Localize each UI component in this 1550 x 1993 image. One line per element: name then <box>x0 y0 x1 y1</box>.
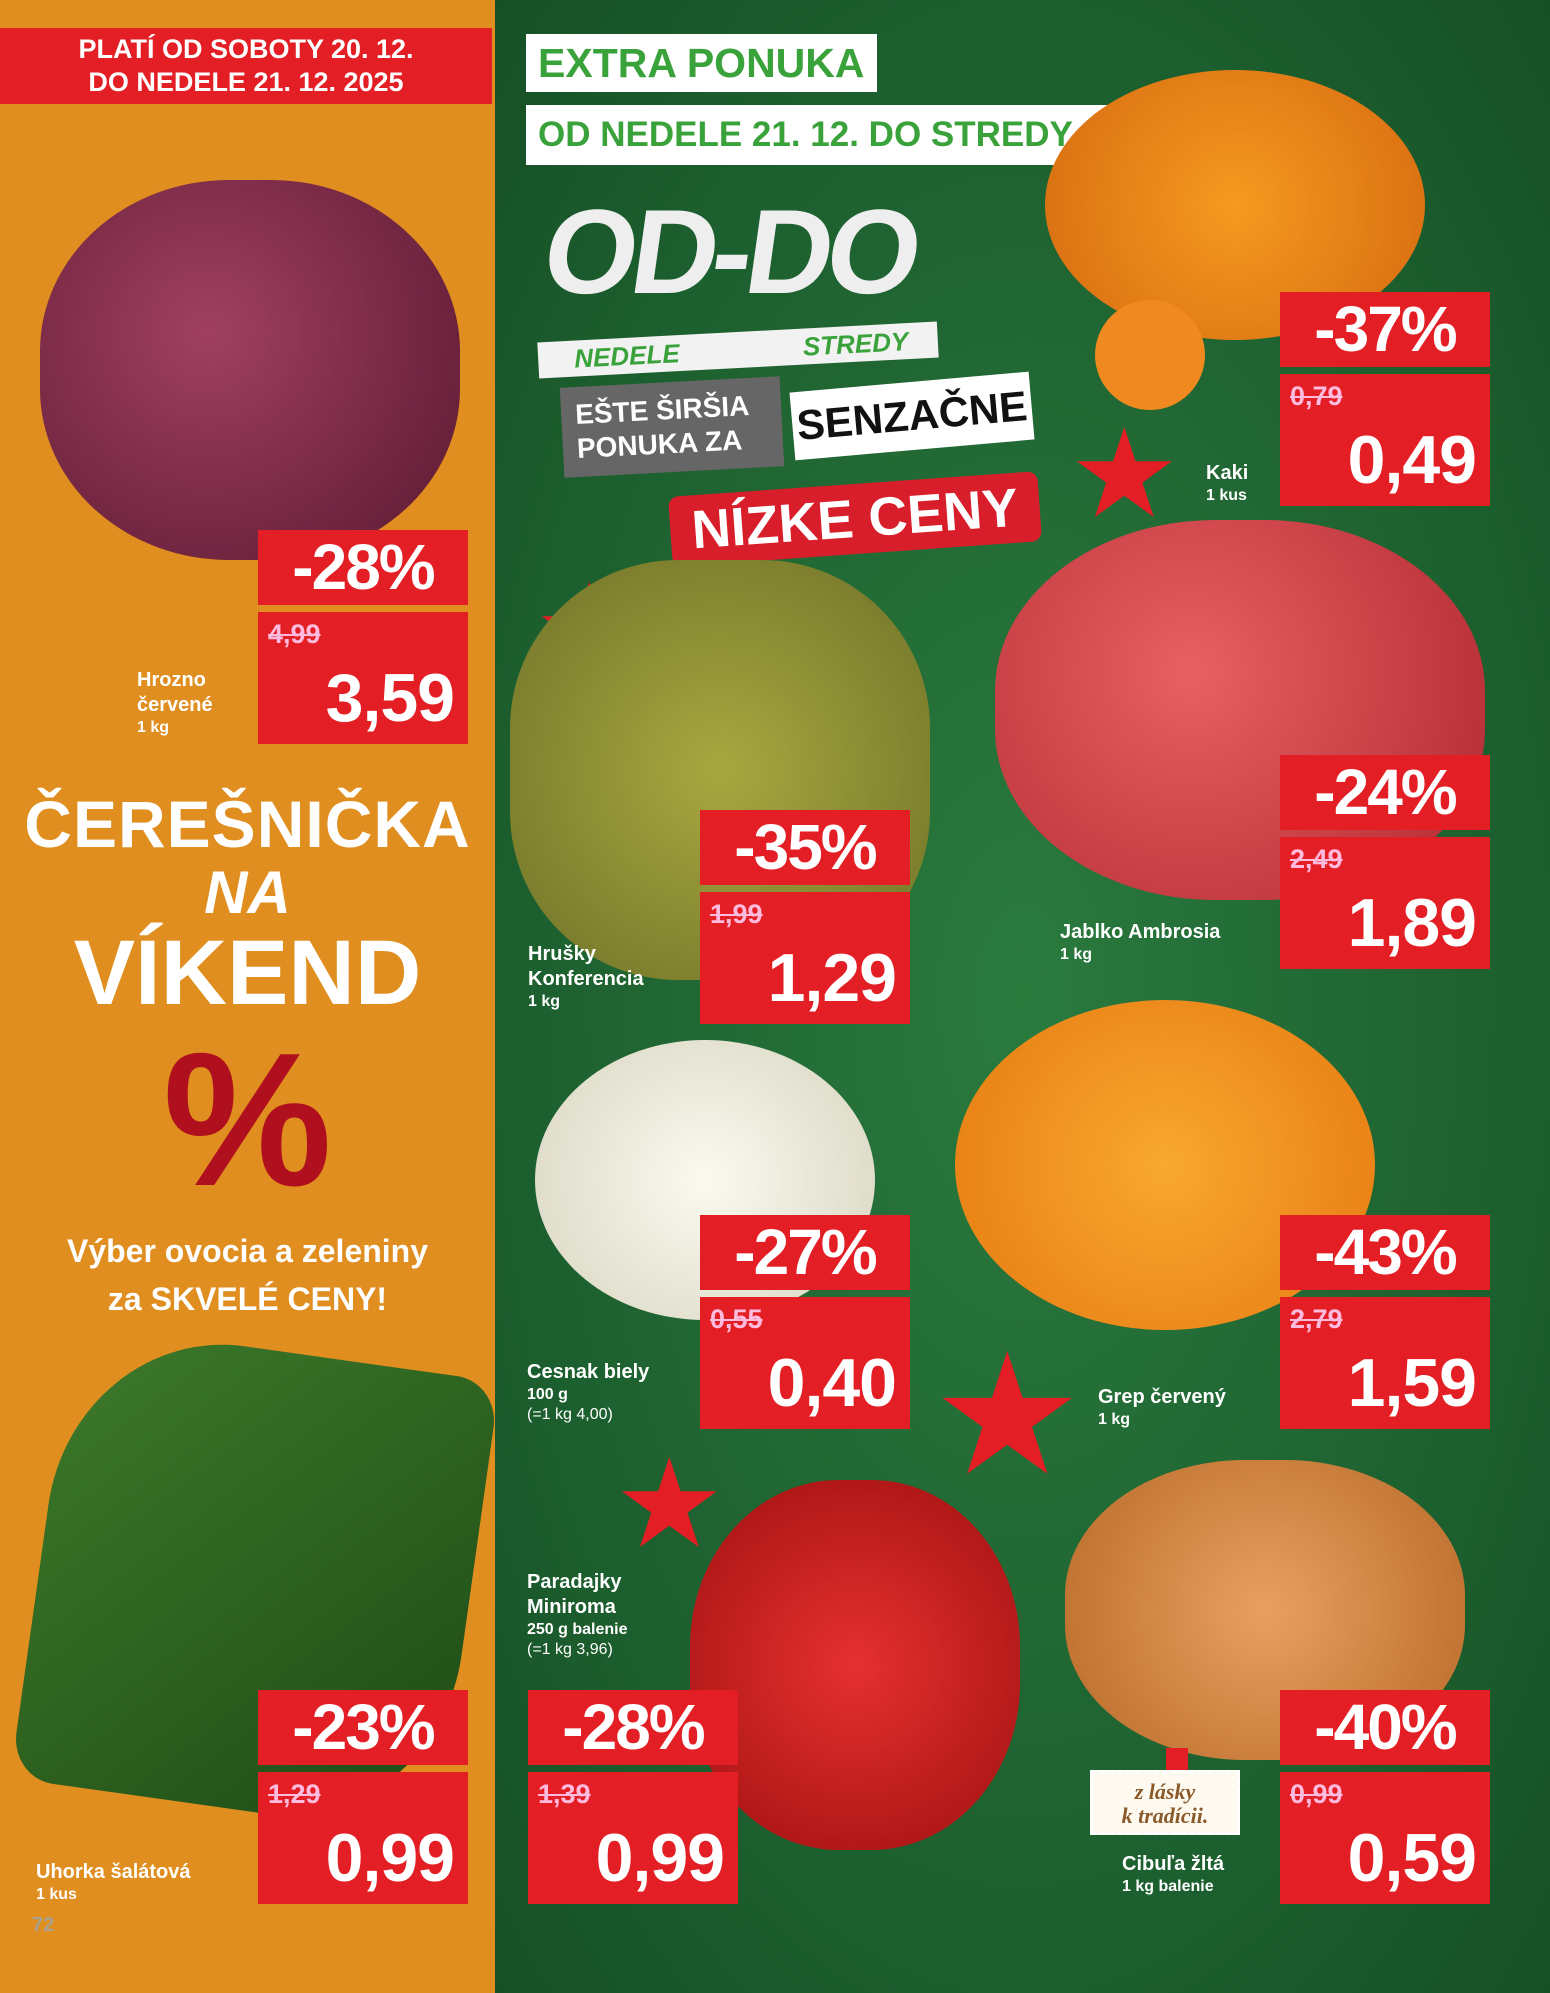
product-name-2: červené <box>137 694 213 716</box>
product-label: Jablko Ambrosia 1 kg <box>1060 920 1220 965</box>
old-price: 1,99 <box>710 899 763 929</box>
product-unit: 1 kus <box>1206 487 1247 504</box>
price-box: 2,49 1,89 <box>1280 837 1490 969</box>
od-do-logo: OD-DO <box>535 185 925 319</box>
badge-line-2: k tradícii. <box>1121 1803 1209 1828</box>
weekend-line-1: ČEREŠNIČKA <box>24 787 471 861</box>
discount-badge: -40% <box>1280 1690 1490 1765</box>
discount-badge: -23% <box>258 1690 468 1765</box>
badge-line-1: z lásky <box>1134 1779 1196 1804</box>
star-icon: ★ <box>1075 413 1174 536</box>
old-price: 2,79 <box>1290 1304 1343 1334</box>
persimmon-half-image <box>1095 300 1205 410</box>
product-name: Paradajky <box>527 1571 622 1593</box>
price-box: 4,99 3,59 <box>258 612 468 744</box>
old-price: 0,79 <box>1290 381 1343 411</box>
product-unit: 1 kg balenie <box>1122 1878 1214 1895</box>
product-label: Paradajky Miniroma 250 g balenie (=1 kg … <box>527 1570 628 1660</box>
product-name: Grep červený <box>1098 1386 1226 1408</box>
product-name: Hrušky <box>528 943 596 965</box>
discount-badge: -43% <box>1280 1215 1490 1290</box>
current-price: 0,59 <box>1347 1820 1477 1896</box>
product-unit: 250 g balenie <box>527 1621 628 1638</box>
discount-badge: -27% <box>700 1215 910 1290</box>
product-name: Cibuľa žltá <box>1122 1853 1225 1875</box>
page-number: 72 <box>32 1914 55 1936</box>
product-name: Jablko Ambrosia <box>1060 921 1221 943</box>
cherry-percent-icon: % <box>163 1014 332 1226</box>
current-price: 0,49 <box>1347 422 1477 498</box>
product-name-2: Miniroma <box>527 1596 616 1618</box>
product-label: Kaki 1 kus <box>1206 461 1248 506</box>
product-name: Uhorka šalátová <box>36 1861 191 1883</box>
grapes-image <box>40 180 460 560</box>
apples-image <box>995 520 1485 900</box>
current-price: 1,29 <box>767 940 897 1016</box>
product-unit: 1 kg <box>137 719 170 736</box>
star-icon: ★ <box>620 1443 719 1566</box>
product-unit: 1 kg <box>1060 946 1093 963</box>
product-name: Hrozno <box>137 669 206 691</box>
weekend-line-3: VÍKEND <box>73 922 422 1024</box>
product-name: Cesnak biely <box>527 1361 650 1383</box>
price-box: 0,55 0,40 <box>700 1297 910 1429</box>
validity-line-2: DO NEDELE 21. 12. 2025 <box>88 67 404 97</box>
discount-badge: -35% <box>700 810 910 885</box>
current-price: 0,40 <box>767 1345 897 1421</box>
product-label: Hrozno červené 1 kg <box>137 668 213 738</box>
from-day: NEDELE <box>573 338 681 374</box>
old-price: 1,29 <box>268 1779 321 1809</box>
product-label: Hrušky Konferencia 1 kg <box>528 942 644 1012</box>
old-price: 0,55 <box>710 1304 763 1334</box>
discount-badge: -28% <box>528 1690 738 1765</box>
product-name: Kaki <box>1206 462 1249 484</box>
tradition-badge: z lásky k tradícii. <box>1090 1770 1240 1835</box>
current-price: 1,89 <box>1347 885 1477 961</box>
price-box: 1,29 0,99 <box>258 1772 468 1904</box>
product-label: Cesnak biely 100 g (=1 kg 4,00) <box>527 1360 649 1425</box>
extra-title: EXTRA PONUKA <box>526 34 877 92</box>
product-label: Grep červený 1 kg <box>1098 1385 1226 1430</box>
old-price: 4,99 <box>268 619 321 649</box>
star-icon: ★ <box>940 1331 1075 1499</box>
current-price: 0,99 <box>325 1820 455 1896</box>
weekend-caption-2: za SKVELÉ CENY! <box>107 1281 388 1317</box>
product-unit: 1 kg <box>528 993 561 1010</box>
price-box: 2,79 1,59 <box>1280 1297 1490 1429</box>
product-label: Uhorka šalátová 1 kus <box>36 1860 191 1905</box>
discount-badge: -28% <box>258 530 468 605</box>
product-unit: 1 kus <box>36 1886 77 1903</box>
price-box: 1,99 1,29 <box>700 892 910 1024</box>
current-price: 3,59 <box>325 660 455 736</box>
validity-banner: PLATÍ OD SOBOTY 20. 12. DO NEDELE 21. 12… <box>0 28 492 104</box>
old-price: 1,39 <box>538 1779 591 1809</box>
tomatoes-image <box>690 1480 1020 1850</box>
price-box: 0,99 0,59 <box>1280 1772 1490 1904</box>
to-day: STREDY <box>802 326 910 362</box>
discount-badge: -37% <box>1280 292 1490 367</box>
product-name-2: Konferencia <box>528 968 644 990</box>
price-box: 1,39 0,99 <box>528 1772 738 1904</box>
old-price: 2,49 <box>1290 844 1343 874</box>
product-unit-price: (=1 kg 4,00) <box>527 1406 613 1423</box>
product-unit: 1 kg <box>1098 1411 1131 1428</box>
current-price: 1,59 <box>1347 1345 1477 1421</box>
old-price: 0,99 <box>1290 1779 1343 1809</box>
validity-line-1: PLATÍ OD SOBOTY 20. 12. <box>78 34 414 64</box>
kaufland-logo-icon <box>1166 1748 1188 1770</box>
current-price: 0,99 <box>595 1820 725 1896</box>
weekend-line-2: NA <box>204 859 291 926</box>
product-label: Cibuľa žltá 1 kg balenie <box>1122 1852 1224 1897</box>
price-box: 0,79 0,49 <box>1280 374 1490 506</box>
product-unit: 100 g <box>527 1386 568 1403</box>
discount-badge: -24% <box>1280 755 1490 830</box>
weekend-caption-1: Výber ovocia a zeleniny <box>66 1233 429 1269</box>
product-unit-price: (=1 kg 3,96) <box>527 1641 613 1658</box>
promo-subtitle: EŠTE ŠIRŠIA PONUKA ZA <box>559 376 785 478</box>
